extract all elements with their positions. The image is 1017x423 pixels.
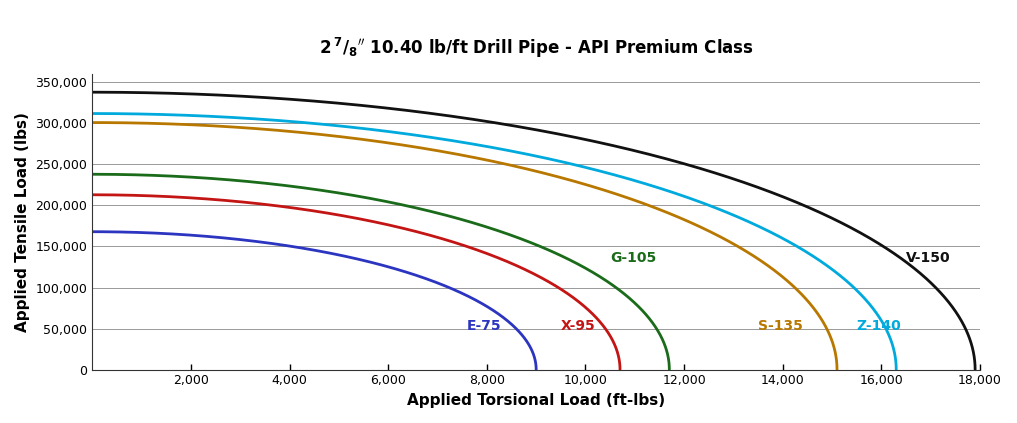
Text: S-135: S-135 [758, 319, 803, 332]
Text: G-105: G-105 [610, 250, 656, 264]
Text: V-150: V-150 [906, 250, 951, 264]
Y-axis label: Applied Tensile Load (lbs): Applied Tensile Load (lbs) [15, 112, 29, 332]
Text: E-75: E-75 [467, 319, 501, 332]
Text: $\mathbf{2\,^7/_8}$$\mathbf{^{\prime\prime}}$ 10.40 lb/ft Drill Pipe - API Premi: $\mathbf{2\,^7/_8}$$\mathbf{^{\prime\pri… [318, 36, 754, 60]
X-axis label: Applied Torsional Load (ft-lbs): Applied Torsional Load (ft-lbs) [407, 393, 665, 408]
Text: X-95: X-95 [560, 319, 596, 332]
Text: Z-140: Z-140 [856, 319, 901, 332]
